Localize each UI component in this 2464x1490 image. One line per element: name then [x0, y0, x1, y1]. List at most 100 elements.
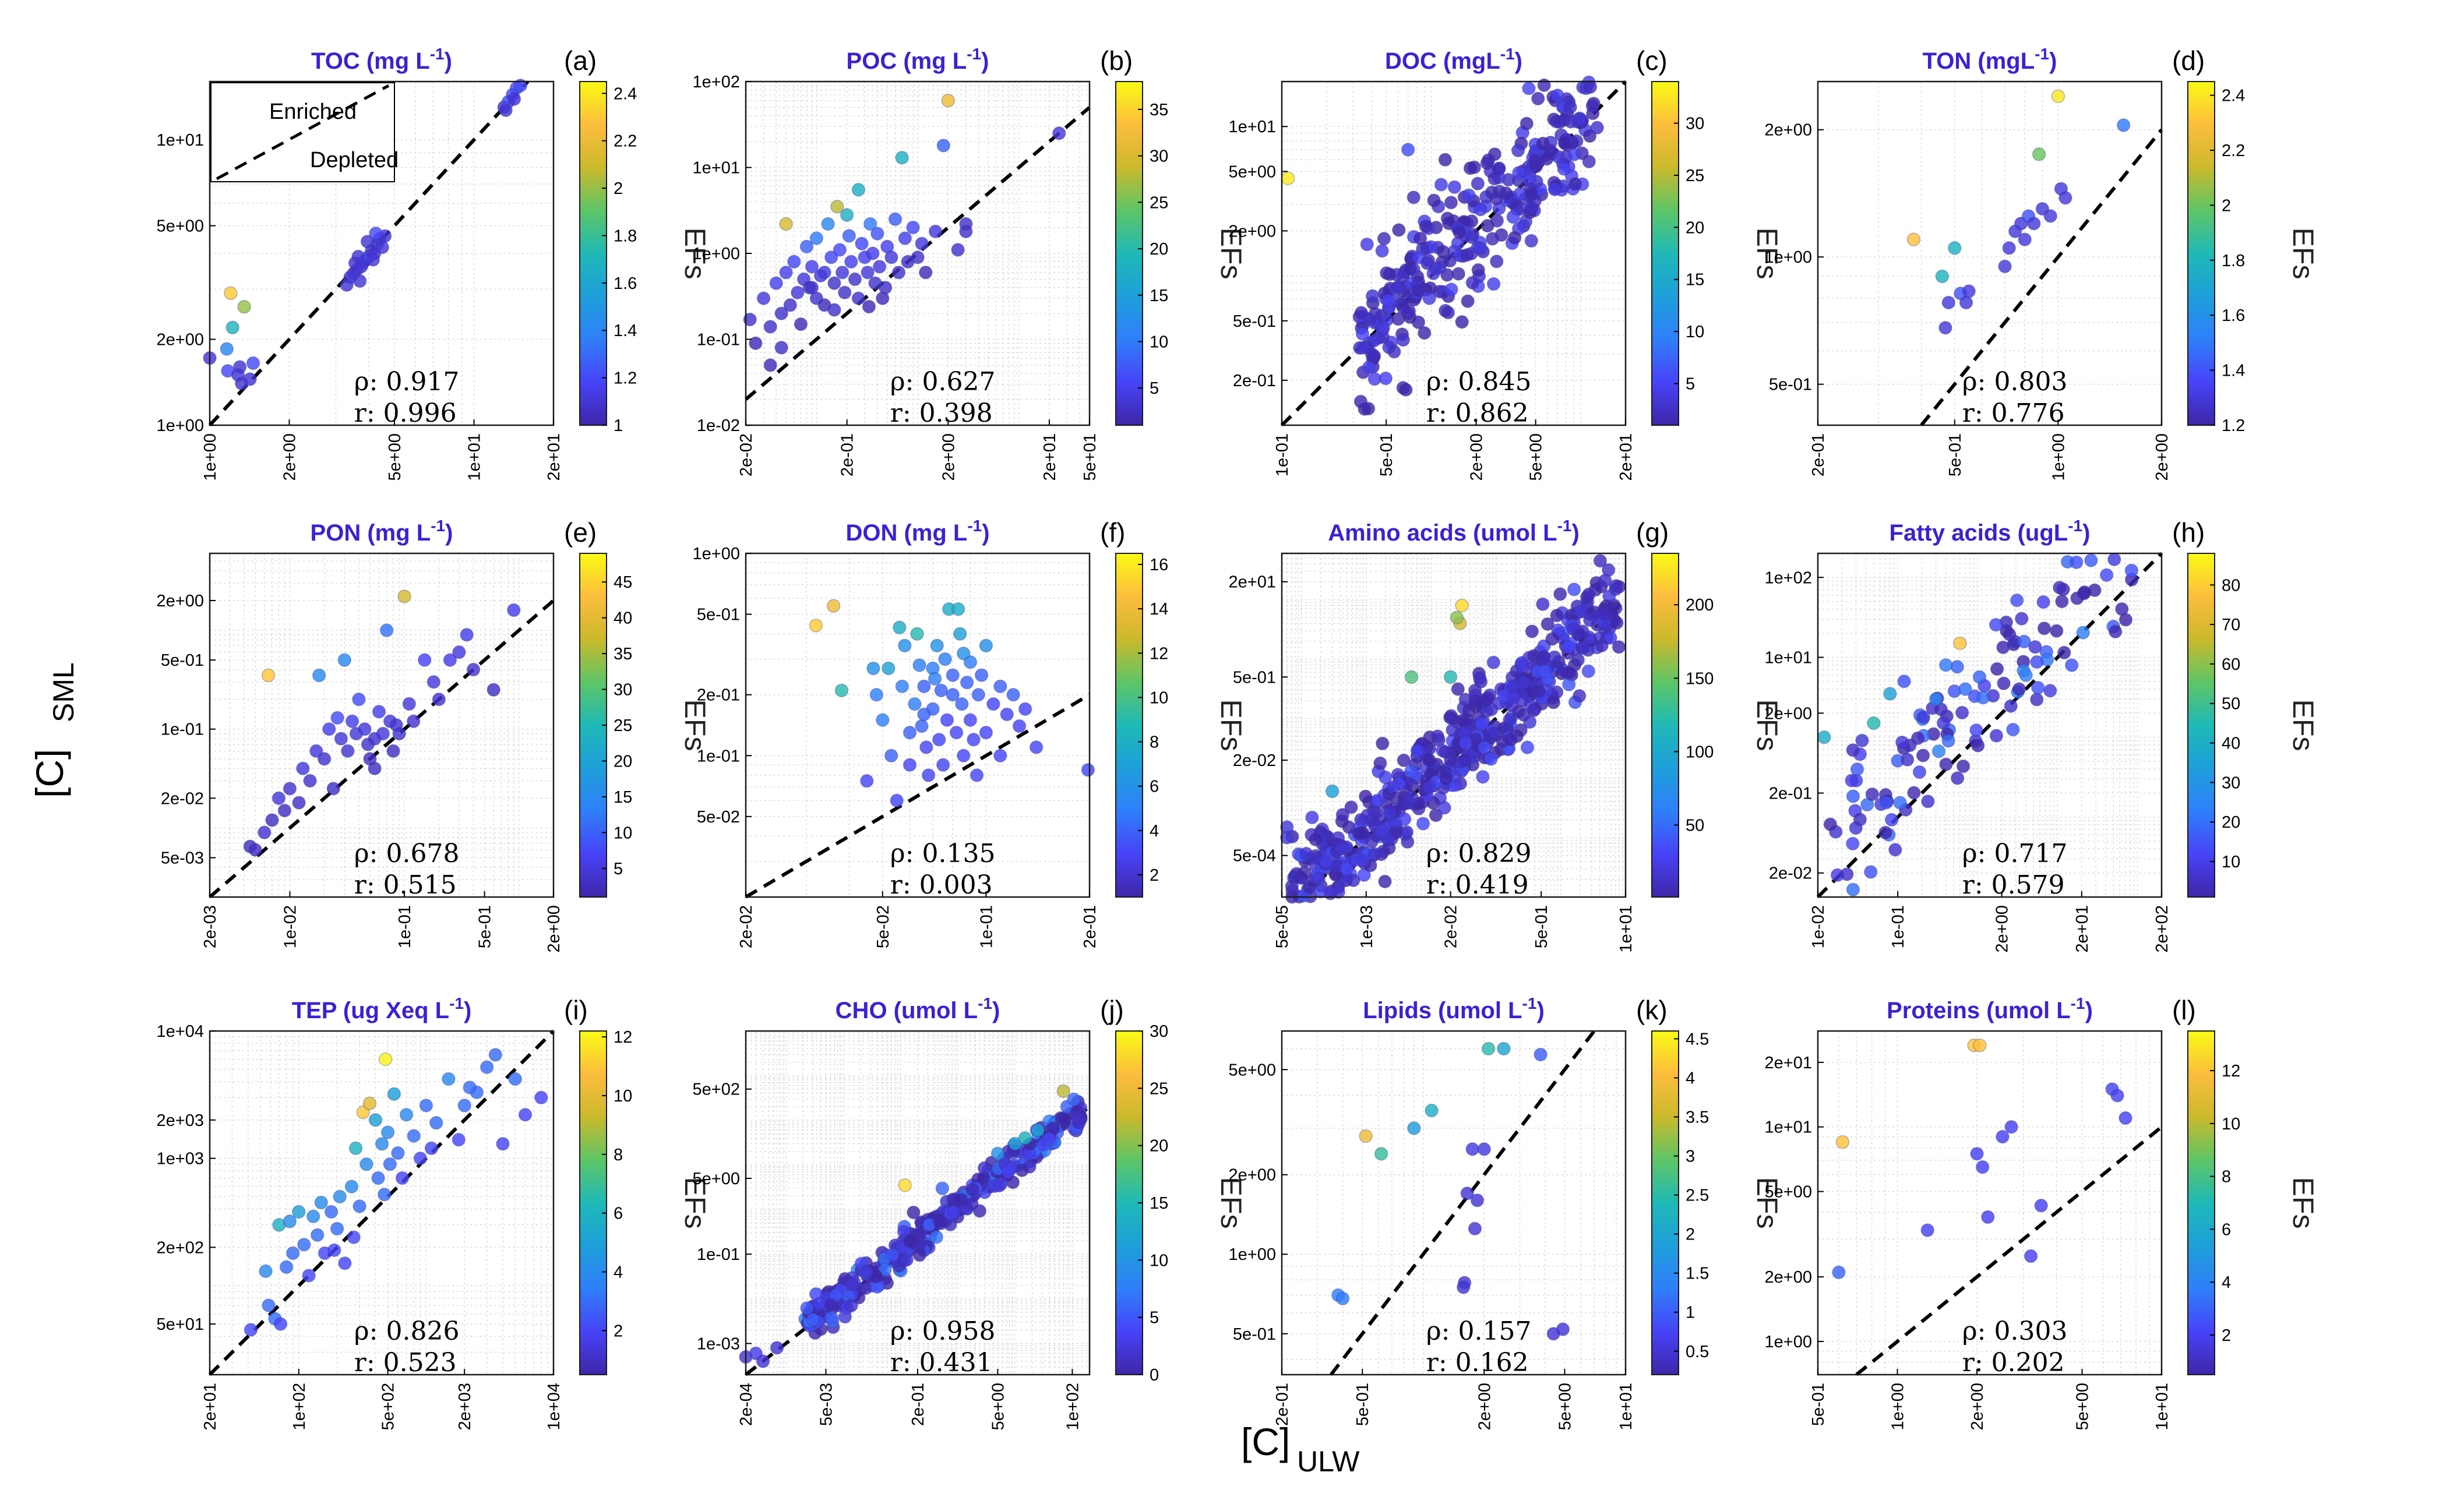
y-tick-label: 2e+01 [1229, 573, 1276, 592]
data-point [324, 1205, 339, 1219]
colorbar-tick-label: 5 [1686, 375, 1695, 393]
x-tick-label: 5e+00 [989, 1383, 1007, 1430]
data-point [1958, 682, 1972, 696]
data-point [258, 825, 272, 839]
data-point [1998, 259, 2012, 274]
data-point [1485, 232, 1500, 246]
data-point [277, 803, 292, 818]
data-point [959, 224, 973, 239]
data-point [1567, 582, 1581, 596]
colorbar-tick-label: 14 [1150, 600, 1168, 619]
data-point [835, 265, 849, 280]
y-tick-label: 1e+00 [1765, 1333, 1812, 1351]
data-point [1532, 684, 1546, 698]
colorbar-tick-label: 10 [1150, 1251, 1168, 1270]
data-point [936, 139, 951, 153]
y-tick-label: 2e+02 [157, 1238, 204, 1257]
data-point [1538, 664, 1552, 679]
data-point [2002, 241, 2016, 255]
rho-stat: ρ: 0.845 [1426, 367, 1532, 397]
panel-letter: (h) [2172, 517, 2205, 548]
data-point [928, 672, 942, 686]
data-point [2108, 624, 2123, 639]
axes-frame [209, 80, 555, 426]
x-tick-label: 5e+00 [386, 433, 404, 481]
data-point [774, 341, 788, 355]
data-point [809, 619, 823, 633]
data-point [1522, 81, 1536, 96]
y-tick-label: 1e+00 [693, 545, 740, 563]
data-point [1931, 744, 1946, 758]
data-point [1971, 739, 1985, 753]
data-point [314, 1195, 329, 1210]
data-point [1484, 752, 1498, 766]
data-point [1920, 1223, 1934, 1237]
data-point [2057, 645, 2071, 660]
data-point [921, 768, 936, 782]
colorbar-label: EFs [2287, 700, 2320, 751]
data-point [1888, 843, 1902, 857]
data-point [1031, 1123, 1045, 1138]
data-point [1067, 1092, 1081, 1107]
y-tick-label: 2e-02 [161, 789, 204, 808]
colorbar-tick-label: 10 [614, 824, 632, 842]
y-tick-label: 2e-01 [1769, 785, 1812, 803]
data-point [1374, 1147, 1388, 1161]
data-point [1568, 177, 1582, 191]
data-point [362, 1096, 377, 1111]
data-point [397, 589, 411, 603]
data-point [322, 722, 336, 736]
data-point [1557, 162, 1571, 176]
data-point [279, 1260, 294, 1274]
data-point [1486, 655, 1501, 670]
data-point [1536, 597, 1550, 611]
one-to-one-line [208, 1029, 555, 1376]
data-point [310, 1228, 325, 1242]
y-tick-label: 2e-01 [1233, 372, 1276, 390]
data-point [763, 320, 777, 334]
data-point [1969, 723, 1983, 737]
data-point [1879, 796, 1894, 810]
x-tick-label: 1e+04 [545, 1383, 563, 1430]
data-point [1853, 813, 1867, 827]
panel-title: POC (mg L-1) [847, 45, 989, 74]
data-point [1460, 248, 1474, 262]
data-point [1595, 638, 1609, 652]
x-tick-label: 5e-01 [476, 905, 495, 948]
data-point [1356, 853, 1370, 868]
data-point [1962, 284, 1976, 298]
data-point [231, 368, 245, 382]
colorbar-tick-label: 2 [614, 179, 623, 198]
data-point [1497, 1041, 1511, 1056]
data-point [2116, 118, 2131, 132]
data-point [237, 299, 251, 314]
data-point [993, 748, 1007, 763]
data-point [1358, 789, 1373, 804]
data-point [1845, 774, 1859, 788]
panel-b: 2e-02 2e-01 2e+00 2e+01 5e+01 1e-02 1e-01 1e+00… [693, 45, 1247, 481]
y-tick-label: 1e+00 [157, 416, 204, 435]
data-point [480, 1060, 494, 1074]
data-point [2056, 582, 2070, 596]
data-point [972, 1204, 987, 1218]
y-tick-label: 1e+01 [693, 159, 740, 178]
one-to-one-line [745, 106, 1091, 401]
data-point [1970, 1146, 1984, 1161]
colorbar-tick-label: 10 [1150, 333, 1168, 351]
x-tick-label: 1e-01 [977, 905, 996, 948]
data-point [1305, 810, 1319, 825]
data-point [1489, 192, 1503, 206]
y-tick-label: 5e-01 [1233, 312, 1276, 331]
data-point [963, 655, 978, 669]
data-point [1950, 771, 1965, 785]
y-tick-label: 1e-03 [697, 1334, 740, 1353]
data-point [424, 1141, 439, 1156]
data-point [903, 1234, 917, 1248]
data-point [906, 220, 920, 235]
data-point [1362, 360, 1376, 375]
x-tick-label: 5e-01 [1946, 433, 1965, 476]
y-tick-label: 1e+01 [1765, 1118, 1812, 1137]
data-point [338, 1256, 352, 1270]
data-point [870, 227, 884, 241]
